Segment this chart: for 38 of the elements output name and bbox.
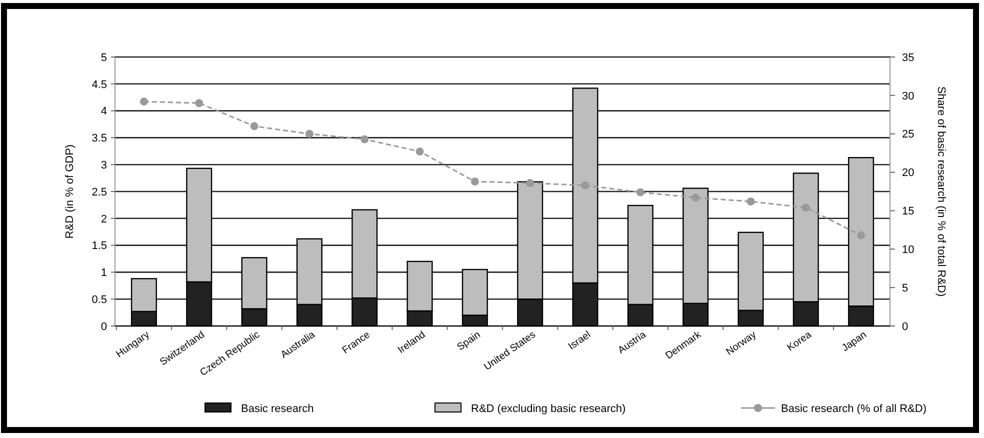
y-tick-label: 4 xyxy=(100,106,107,118)
y2-axis-title: Share of basic research (in % of total R&D) xyxy=(935,86,947,297)
legend-label: R&D (excluding basic research) xyxy=(471,402,626,415)
point xyxy=(581,181,590,190)
point xyxy=(470,178,479,186)
point xyxy=(360,135,369,144)
y-tick-label: 0.5 xyxy=(92,294,107,306)
point xyxy=(140,98,148,106)
y2-tick-label: 5 xyxy=(902,282,908,294)
y-tick-label: 2 xyxy=(100,213,107,226)
y-tick-label: 0 xyxy=(100,320,107,333)
point xyxy=(746,197,755,206)
point xyxy=(305,130,314,138)
y-tick-label: 1.5 xyxy=(92,240,107,252)
y2-tick-label: 30 xyxy=(902,90,914,102)
point xyxy=(250,122,258,130)
legend-label: Basic research xyxy=(241,402,314,415)
legend-label: Basic research (% of all R&D) xyxy=(781,402,926,415)
y2-tick-label: 20 xyxy=(902,167,914,180)
y-tick-label: 3.5 xyxy=(92,132,107,145)
point xyxy=(636,188,644,196)
y2-tick-label: 35 xyxy=(902,52,914,64)
point xyxy=(692,194,700,202)
y-tick-label: 4.5 xyxy=(92,78,107,91)
point xyxy=(857,231,866,240)
y-axis-title: R&D (in % of GDP) xyxy=(64,144,76,239)
point xyxy=(526,179,534,188)
y-tick-label: 5 xyxy=(100,52,107,64)
y2-tick-label: 0 xyxy=(902,320,908,333)
point xyxy=(802,204,810,212)
y2-tick-label: 15 xyxy=(902,206,914,218)
y-tick-label: 3 xyxy=(100,159,107,172)
point xyxy=(416,148,424,156)
y-tick-label: 2.5 xyxy=(92,186,107,198)
y2-tick-label: 10 xyxy=(902,244,914,256)
point xyxy=(195,99,204,108)
y2-tick-label: 25 xyxy=(902,128,914,141)
y-tick-label: 1 xyxy=(100,267,107,280)
